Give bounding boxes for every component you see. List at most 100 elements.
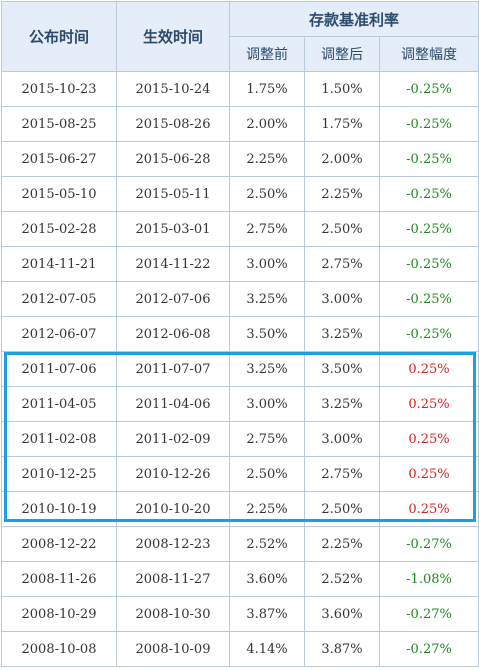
cell-rate-before: 2.75%: [229, 211, 305, 247]
cell-rate-before: 2.75%: [229, 421, 305, 457]
cell-effective-date: 2008-10-30: [116, 596, 230, 632]
cell-rate-change: 0.25%: [378, 421, 479, 457]
cell-rate-before: 3.60%: [229, 561, 305, 597]
cell-rate-after: 2.25%: [304, 526, 380, 562]
cell-rate-change: -0.27%: [378, 631, 479, 667]
cell-effective-date: 2010-10-20: [116, 491, 230, 527]
cell-rate-before: 2.00%: [229, 106, 305, 142]
cell-rate-after: 3.60%: [304, 596, 380, 632]
cell-rate-after: 2.52%: [304, 561, 380, 597]
table-row: 2015-02-28 2015-03-01 2.75% 2.50% -0.25%: [1, 211, 479, 247]
table-body: 2015-10-23 2015-10-24 1.75% 1.50% -0.25% 2015…: [1, 71, 479, 667]
cell-publish-date: 2012-07-05: [1, 281, 117, 317]
header-change: 调整幅度: [378, 36, 479, 72]
cell-rate-before: 2.25%: [229, 491, 305, 527]
cell-rate-before: 2.50%: [229, 176, 305, 212]
cell-rate-change: -1.08%: [378, 561, 479, 597]
cell-rate-after: 1.75%: [304, 106, 380, 142]
cell-rate-before: 3.50%: [229, 316, 305, 352]
cell-rate-after: 2.75%: [304, 246, 380, 282]
cell-effective-date: 2015-05-11: [116, 176, 230, 212]
cell-publish-date: 2008-10-29: [1, 596, 117, 632]
cell-rate-change: -0.25%: [378, 106, 479, 142]
cell-effective-date: 2011-07-07: [116, 351, 230, 387]
cell-publish-date: 2014-11-21: [1, 246, 117, 282]
cell-publish-date: 2008-10-08: [1, 631, 117, 667]
table-row: 2008-11-26 2008-11-27 3.60% 2.52% -1.08%: [1, 561, 479, 597]
cell-publish-date: 2010-12-25: [1, 456, 117, 492]
cell-publish-date: 2015-10-23: [1, 71, 117, 107]
table-header: 公布时间 生效时间 存款基准利率 调整前 调整后 调整幅度: [1, 1, 479, 72]
header-after: 调整后: [304, 36, 380, 72]
cell-effective-date: 2012-06-08: [116, 316, 230, 352]
cell-effective-date: 2015-03-01: [116, 211, 230, 247]
cell-effective-date: 2014-11-22: [116, 246, 230, 282]
cell-effective-date: 2008-10-09: [116, 631, 230, 667]
cell-publish-date: 2015-08-25: [1, 106, 117, 142]
cell-effective-date: 2008-11-27: [116, 561, 230, 597]
table-row: 2014-11-21 2014-11-22 3.00% 2.75% -0.25%: [1, 246, 479, 282]
cell-rate-change: 0.25%: [378, 351, 479, 387]
header-deposit-rate: 存款基准利率: [228, 1, 479, 37]
cell-rate-change: -0.25%: [378, 141, 479, 177]
cell-rate-before: 3.00%: [229, 246, 305, 282]
table-row: 2011-07-06 2011-07-07 3.25% 3.50% 0.25%: [1, 351, 479, 387]
cell-effective-date: 2015-10-24: [116, 71, 230, 107]
table-row: 2010-12-25 2010-12-26 2.50% 2.75% 0.25%: [1, 456, 479, 492]
cell-rate-change: 0.25%: [378, 386, 479, 422]
cell-publish-date: 2008-11-26: [1, 561, 117, 597]
cell-publish-date: 2012-06-07: [1, 316, 117, 352]
cell-rate-change: -0.25%: [378, 176, 479, 212]
cell-rate-after: 2.00%: [304, 141, 380, 177]
cell-rate-change: -0.25%: [378, 71, 479, 107]
cell-publish-date: 2015-05-10: [1, 176, 117, 212]
cell-rate-after: 2.50%: [304, 491, 380, 527]
cell-rate-after: 3.87%: [304, 631, 380, 667]
cell-rate-after: 2.75%: [304, 456, 380, 492]
table-row: 2008-12-22 2008-12-23 2.52% 2.25% -0.27%: [1, 526, 479, 562]
cell-rate-after: 1.50%: [304, 71, 380, 107]
cell-effective-date: 2012-07-06: [116, 281, 230, 317]
header-publish-time: 公布时间: [1, 1, 117, 72]
table-row: 2015-06-27 2015-06-28 2.25% 2.00% -0.25%: [1, 141, 479, 177]
cell-rate-before: 3.25%: [229, 351, 305, 387]
cell-effective-date: 2011-02-09: [116, 421, 230, 457]
cell-publish-date: 2011-04-05: [1, 386, 117, 422]
cell-rate-change: 0.25%: [378, 456, 479, 492]
cell-rate-after: 2.50%: [304, 211, 380, 247]
cell-rate-before: 3.00%: [229, 386, 305, 422]
cell-rate-before: 2.50%: [229, 456, 305, 492]
cell-rate-before: 3.87%: [229, 596, 305, 632]
cell-rate-after: 3.00%: [304, 421, 380, 457]
table-row: 2011-02-08 2011-02-09 2.75% 3.00% 0.25%: [1, 421, 479, 457]
cell-publish-date: 2011-02-08: [1, 421, 117, 457]
cell-publish-date: 2015-02-28: [1, 211, 117, 247]
cell-publish-date: 2008-12-22: [1, 526, 117, 562]
table-row: 2011-04-05 2011-04-06 3.00% 3.25% 0.25%: [1, 386, 479, 422]
header-effective-time: 生效时间: [116, 1, 230, 72]
header-before: 调整前: [229, 36, 305, 72]
cell-rate-change: 0.25%: [378, 491, 479, 527]
cell-rate-change: -0.25%: [378, 211, 479, 247]
cell-rate-before: 4.14%: [229, 631, 305, 667]
cell-rate-change: -0.27%: [378, 596, 479, 632]
table-row: 2015-05-10 2015-05-11 2.50% 2.25% -0.25%: [1, 176, 479, 212]
cell-rate-after: 3.25%: [304, 316, 380, 352]
cell-rate-after: 3.00%: [304, 281, 380, 317]
cell-rate-change: -0.25%: [378, 281, 479, 317]
table-row: 2015-10-23 2015-10-24 1.75% 1.50% -0.25%: [1, 71, 479, 107]
cell-rate-after: 3.25%: [304, 386, 380, 422]
cell-rate-change: -0.27%: [378, 526, 479, 562]
cell-publish-date: 2010-10-19: [1, 491, 117, 527]
table-row: 2015-08-25 2015-08-26 2.00% 1.75% -0.25%: [1, 106, 479, 142]
table-row: 2012-07-05 2012-07-06 3.25% 3.00% -0.25%: [1, 281, 479, 317]
cell-publish-date: 2011-07-06: [1, 351, 117, 387]
cell-rate-change: -0.25%: [378, 316, 479, 352]
cell-rate-before: 2.52%: [229, 526, 305, 562]
cell-rate-before: 3.25%: [229, 281, 305, 317]
cell-rate-before: 1.75%: [229, 71, 305, 107]
table-row: 2008-10-29 2008-10-30 3.87% 3.60% -0.27%: [1, 596, 479, 632]
cell-effective-date: 2010-12-26: [116, 456, 230, 492]
